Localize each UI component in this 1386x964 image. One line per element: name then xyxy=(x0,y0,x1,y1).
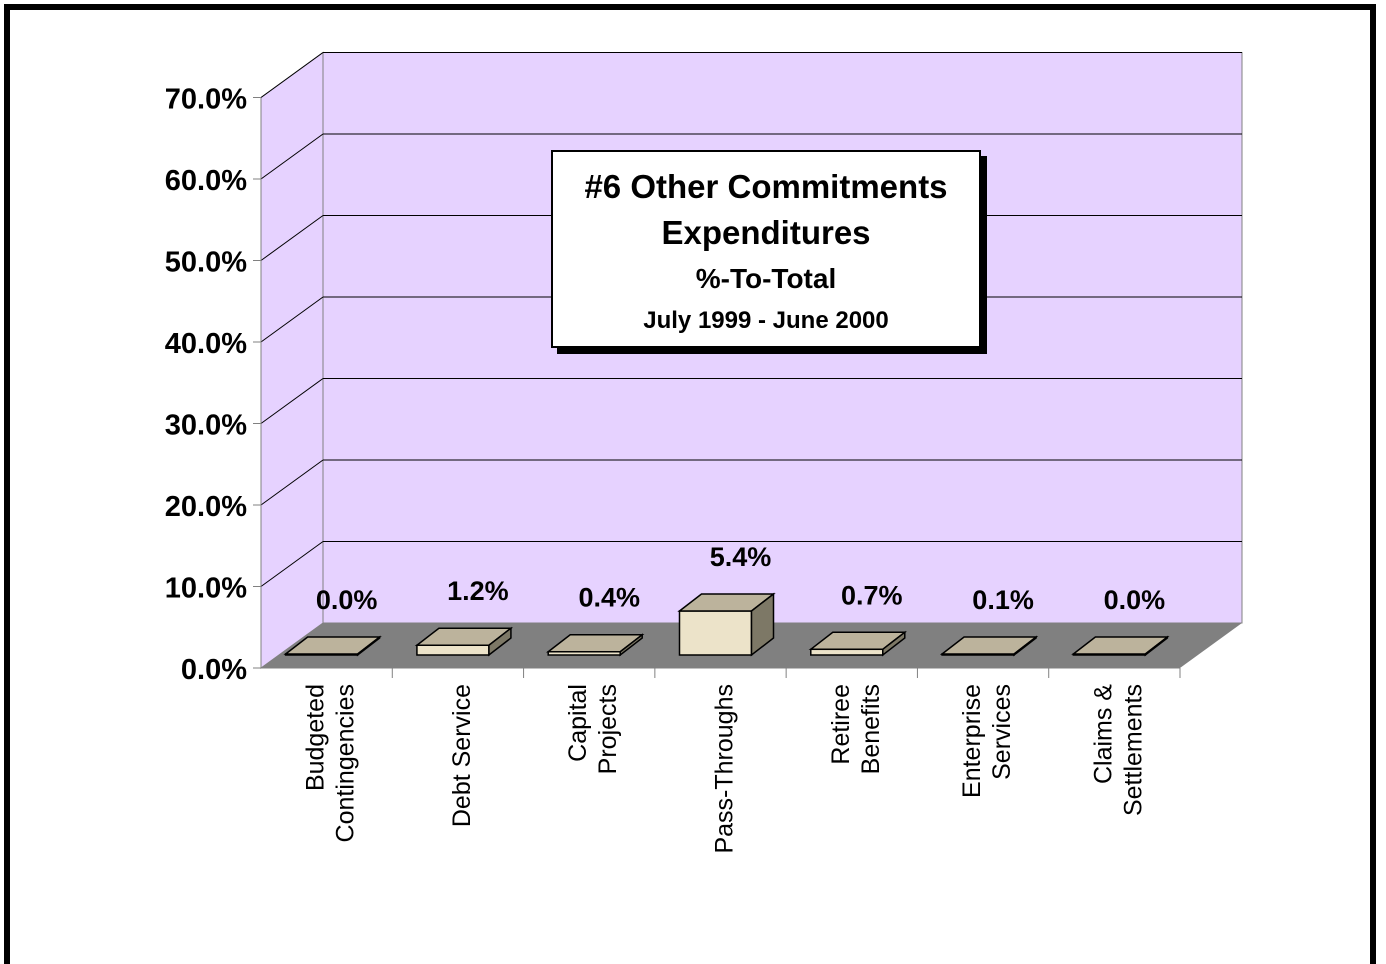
category-label: Claims & xyxy=(1089,684,1117,784)
y-tick-label: 10.0% xyxy=(165,573,247,605)
bar-front xyxy=(678,610,753,656)
bar-side xyxy=(488,626,512,657)
data-label: 0.4% xyxy=(578,583,640,613)
bar-side xyxy=(882,630,906,657)
y-tick-label: 40.0% xyxy=(165,328,247,360)
bar-side xyxy=(1013,635,1037,657)
data-label: 1.2% xyxy=(447,576,509,606)
chart-side-wall xyxy=(260,51,324,669)
category-label: Enterprise xyxy=(958,684,986,798)
data-label: 0.0% xyxy=(1104,585,1166,615)
chart-frame xyxy=(4,4,1376,964)
data-label: 0.7% xyxy=(841,580,903,610)
gridline-diagonal xyxy=(260,215,324,261)
data-label: 0.1% xyxy=(972,585,1034,615)
y-tick-label: 50.0% xyxy=(165,247,247,279)
category-label: Debt Service xyxy=(448,684,476,827)
gridline-diagonal xyxy=(260,541,324,587)
bar-front xyxy=(416,644,490,656)
y-tick-label: 20.0% xyxy=(165,491,247,523)
data-label: 0.0% xyxy=(316,585,378,615)
bar-side xyxy=(750,592,775,657)
y-tick-label: 0.0% xyxy=(181,654,247,686)
y-tick-label: 70.0% xyxy=(165,84,247,116)
gridline-diagonal xyxy=(260,459,324,506)
category-label: Projects xyxy=(594,684,622,774)
category-label: Capital xyxy=(564,684,592,762)
chart-subtitle: %-To-Total xyxy=(695,263,837,294)
category-label: Contingencies xyxy=(332,684,360,842)
category-label: Benefits xyxy=(857,684,885,774)
gridline-diagonal xyxy=(260,296,324,343)
bar-side xyxy=(619,633,643,657)
y-tick-label: 30.0% xyxy=(165,410,247,442)
bar-side xyxy=(1144,635,1169,657)
category-label: Budgeted xyxy=(302,684,330,791)
category-label: Retiree xyxy=(827,684,855,765)
gridline-diagonal xyxy=(260,133,324,180)
y-tick-label: 60.0% xyxy=(165,165,247,197)
chart-title-line-1: #6 Other Commitments xyxy=(584,168,948,205)
bar-front xyxy=(810,648,884,656)
chart-title-line-2: Expenditures xyxy=(661,214,871,251)
category-label: Settlements xyxy=(1119,684,1147,816)
chart-title-box: #6 Other Commitments Expenditures %-To-T… xyxy=(551,150,981,348)
bar-side xyxy=(356,635,381,657)
data-label: 5.4% xyxy=(710,542,772,572)
gridline-diagonal xyxy=(260,52,324,98)
category-label: Pass-Throughs xyxy=(711,684,739,854)
gridline-diagonal xyxy=(260,378,324,424)
chart-date-range: July 1999 - June 2000 xyxy=(643,307,889,334)
category-label: Services xyxy=(988,684,1016,780)
